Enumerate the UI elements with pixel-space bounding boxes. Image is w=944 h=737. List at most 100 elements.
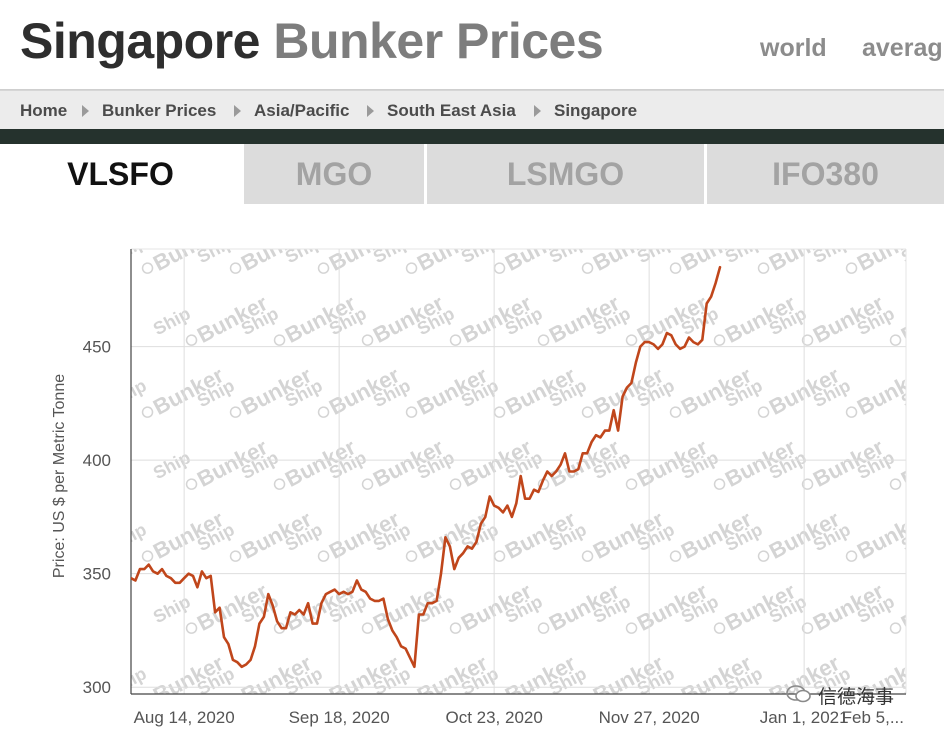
y-axis-label: Price: US $ per Metric Tonne [51,374,68,578]
y-tick-label: 450 [83,338,111,357]
chart-grid [131,248,907,694]
wechat-account-label: 信德海事 [818,687,895,708]
chart-series [131,265,722,669]
watermark-logo-icon [845,550,858,562]
watermark-logo-icon [185,478,198,490]
watermark-logo-icon [405,406,418,418]
watermark-logo-icon [405,550,418,562]
watermark-logo-icon [273,478,286,490]
watermark-bunker: Bunker [897,434,944,492]
watermark-logo-icon [317,262,330,274]
watermark-bunker: Bunker [853,218,932,276]
watermark-bunker: Bunker [413,218,492,276]
watermark-ship: Ship [150,591,194,627]
series-line-vlsfo [131,265,722,669]
watermark-logo-icon [141,693,155,707]
page-title-primary: Singapore [20,13,260,69]
chart-axes [130,249,906,695]
watermark-logo-icon [537,622,550,634]
tab-ifo380[interactable]: IFO380 [707,144,944,204]
watermark-logo-icon [801,334,814,346]
watermark-ship: Ship [898,663,942,699]
x-tick-label: Feb 5,... [842,708,904,727]
watermark-logo-icon [405,262,418,274]
watermark-logo-icon [229,262,242,274]
breadcrumb-separator-icon [82,105,89,117]
watermark-logo-icon [625,478,638,490]
watermark-logo-icon [757,406,770,418]
watermark-bunker: Bunker [149,218,228,276]
watermark-logo-icon [141,262,154,274]
watermark-logo-icon [185,334,198,346]
tab-mgo[interactable]: MGO [244,144,427,204]
watermark-logo-icon [361,334,374,346]
watermark-ship: Ship [150,303,194,339]
watermark-logo-icon [273,334,286,346]
watermark-logo-icon [801,478,814,490]
watermark-bunker: Bunker [501,218,580,276]
watermark-logo-icon [933,693,944,707]
watermark-logo-icon [449,478,462,490]
watermark-logo-icon [713,478,726,490]
watermark-logo-icon [141,550,154,562]
watermark-logo-icon [669,693,683,707]
watermark-logo-icon [757,262,770,274]
x-tick-label: Oct 23, 2020 [445,708,542,727]
watermark-ship: Ship [150,447,194,483]
watermark-logo-icon [537,478,550,490]
page-title: Singapore Bunker Prices [20,12,604,70]
tab-vlsfo[interactable]: VLSFO [0,144,244,204]
watermark-logo-icon [141,406,154,418]
nav-link-world[interactable]: world [760,34,827,62]
watermark-bunker: Bunker [325,218,404,276]
watermark-logo-icon [845,406,858,418]
watermark-ship: Ship [106,375,150,411]
watermark-ship: Ship [106,519,150,555]
watermark-logo-icon [317,406,330,418]
watermark-ship: Ship [898,519,942,555]
header-band [0,129,944,144]
header-divider [0,89,944,90]
watermark-logo-icon [537,334,550,346]
watermark-logo-icon [889,478,902,490]
watermark-logo-icon [889,334,902,346]
tab-lsmgo[interactable]: LSMGO [427,144,707,204]
breadcrumb-bunker-prices[interactable]: Bunker Prices [102,101,217,120]
watermark-bunker: Bunker [677,218,756,276]
watermark-logo-icon [493,693,507,707]
watermark-logo-icon [581,550,594,562]
breadcrumb-singapore[interactable]: Singapore [554,101,638,120]
breadcrumb-south-east-asia[interactable]: South East Asia [387,101,516,120]
x-tick-label: Jan 1, 2021 [760,708,849,727]
watermark-logo-icon [493,550,506,562]
watermark-logo-icon [933,405,944,419]
watermark-ship: Ship [898,231,942,267]
watermark-logo-icon [845,262,858,274]
watermark-logo-icon [493,262,506,274]
breadcrumb-asia-pacific[interactable]: Asia/Pacific [254,101,350,120]
watermark-logo-icon [713,334,726,346]
fuel-tabs: VLSFO MGO LSMGO IFO380 [0,144,944,206]
breadcrumb-home[interactable]: Home [20,101,68,120]
watermark-logo-icon [757,693,771,707]
watermark-logo-icon [185,622,198,634]
watermark-logo-icon [361,478,374,490]
watermark-logo-icon [405,693,419,707]
watermark-logo-icon [669,406,682,418]
watermark-logo-icon [889,622,902,634]
watermark-logo-icon [933,261,944,275]
watermark-logo-icon [361,622,374,634]
watermark-logo-icon [229,406,242,418]
x-tick-label: Sep 18, 2020 [289,708,390,727]
watermark-logo-icon [669,262,682,274]
wechat-icon [786,685,811,703]
watermark-logo-icon [713,622,726,634]
watermark-logo-icon [757,550,770,562]
watermark-logo-icon [625,334,638,346]
nav-link-averages[interactable]: averag [862,34,943,62]
